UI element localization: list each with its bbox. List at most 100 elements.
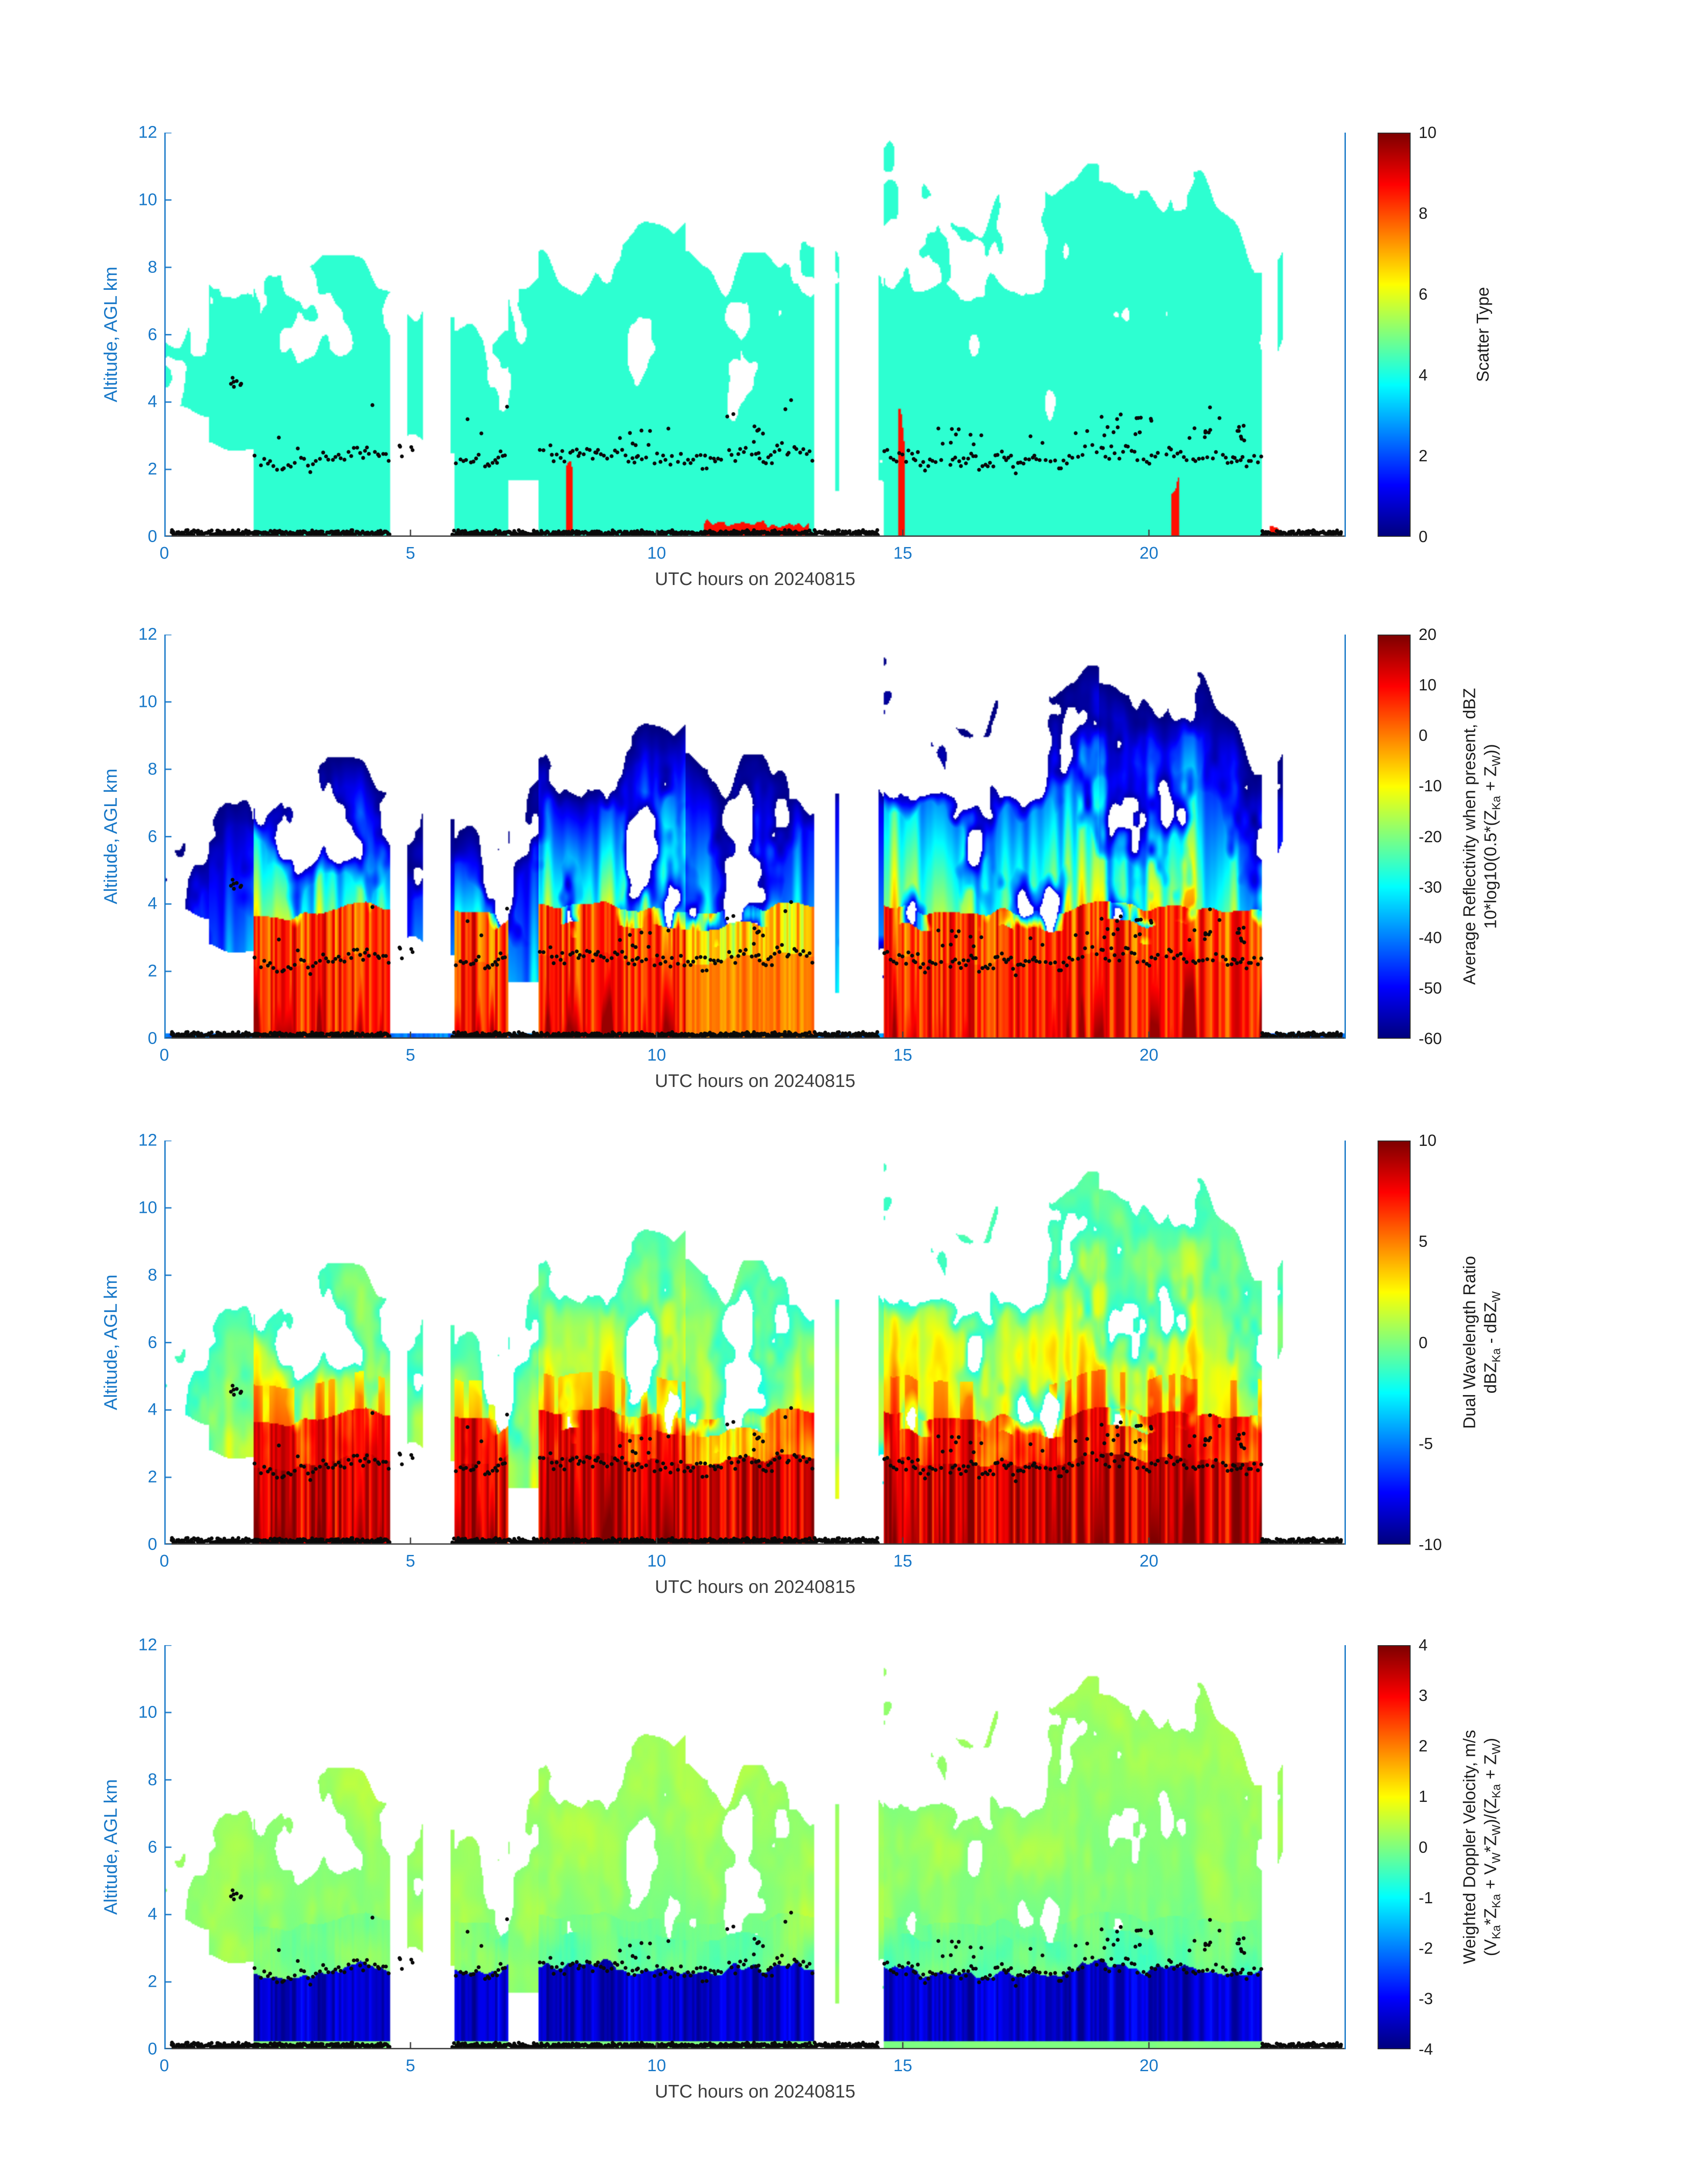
colorbar-tick-label: -2 (1419, 1939, 1433, 1957)
colorbar-tick-label: -40 (1419, 928, 1442, 947)
y-tick-label: 6 (147, 325, 157, 344)
y-tick-label: 0 (147, 1535, 157, 1554)
x-tick-label: 20 (1139, 544, 1159, 563)
colorbar-label-line: dBZKa - dBZW (1481, 1291, 1503, 1394)
x-tick-label: 20 (1139, 2056, 1159, 2075)
colorbar-tick-label: -10 (1419, 1535, 1442, 1554)
colorbar-label: Scatter Type (1473, 287, 1494, 382)
y-tick-label: 10 (138, 190, 157, 209)
y-tick-label: 2 (147, 1972, 157, 1991)
plot-area (164, 1141, 1346, 1545)
colorbar-tick-label: 0 (1419, 726, 1428, 745)
colorbar-tick-label: 10 (1419, 1131, 1437, 1149)
colorbar-label-line: (VKa*ZKa + VW*ZW)/(ZKa + ZW) (1481, 1738, 1503, 1956)
colorbar-tick-label: 10 (1419, 676, 1437, 694)
colorbar-tick-label: -5 (1419, 1434, 1433, 1453)
colorbar (1378, 635, 1411, 1039)
colorbar (1378, 1141, 1411, 1545)
colorbar-tick-label: 5 (1419, 1232, 1428, 1251)
colorbar-tick-label: 4 (1419, 366, 1428, 384)
colorbar-label-line: Average Reflectivity when present, dBZ (1460, 688, 1479, 985)
x-tick-label: 0 (159, 1552, 169, 1571)
colorbar-tick-label: 3 (1419, 1686, 1428, 1705)
y-tick-label: 0 (147, 527, 157, 546)
x-axis-label: UTC hours on 20240815 (655, 2081, 856, 2102)
colorbar-tick-label: 1 (1419, 1787, 1428, 1806)
colorbar-tick-label: -4 (1419, 2040, 1433, 2058)
y-tick-label: 12 (138, 123, 157, 142)
colorbar-label-line: 10*log10(0.5*(ZKa + ZW)) (1481, 744, 1503, 929)
colorbar-gradient (1378, 635, 1410, 1038)
y-tick-label: 12 (138, 1635, 157, 1655)
y-tick-label: 6 (147, 1333, 157, 1352)
x-tick-label: 15 (893, 2056, 912, 2075)
heatmap-canvas (164, 133, 1346, 537)
y-tick-label: 4 (147, 1905, 157, 1924)
y-tick-label: 0 (147, 1029, 157, 1048)
x-tick-label: 20 (1139, 1552, 1159, 1571)
heatmap-canvas (164, 1141, 1346, 1545)
panel-reflectivity: Altitude, AGL km 0 2 4 6 8 10 12 0 5 10 15 20 UTC … (0, 625, 1708, 1137)
colorbar-tick-label: 2 (1419, 1737, 1428, 1755)
x-axis-label: UTC hours on 20240815 (655, 568, 856, 589)
y-tick-label: 8 (147, 258, 157, 277)
y-tick-label: 2 (147, 460, 157, 479)
plot-area (164, 635, 1346, 1039)
y-tick-label: 12 (138, 1131, 157, 1150)
y-tick-label: 6 (147, 1838, 157, 1856)
colorbar-label: Weighted Doppler Velocity, m/s (VKa*ZKa +… (1460, 1730, 1508, 1964)
colorbar-tick-label: -3 (1419, 1989, 1433, 2008)
colorbar-tick-label: 0 (1419, 1333, 1428, 1352)
colorbar-tick-label: 8 (1419, 204, 1428, 222)
panel-doppler-velocity: Altitude, AGL km 0 2 4 6 8 10 12 0 5 10 15 20 UTC … (0, 1636, 1708, 2147)
x-tick-label: 0 (159, 544, 169, 563)
y-tick-label: 4 (147, 392, 157, 411)
colorbar-tick-label: 10 (1419, 123, 1437, 142)
x-axis-label: UTC hours on 20240815 (655, 1576, 856, 1597)
colorbar-label: Dual Wavelength Ratio dBZKa - dBZW (1460, 1256, 1508, 1429)
y-tick-label: 4 (147, 894, 157, 913)
y-tick-label: 8 (147, 760, 157, 779)
colorbar-tick-label: 0 (1419, 1838, 1428, 1856)
colorbar-tick-label: -20 (1419, 827, 1442, 846)
y-tick-label: 4 (147, 1400, 157, 1419)
panel-scatter-type: Altitude, AGL km 0 2 4 6 8 10 12 0 5 10 15 20 UTC … (0, 123, 1708, 635)
y-tick-label: 2 (147, 961, 157, 981)
x-tick-label: 10 (647, 1046, 666, 1065)
y-tick-label: 10 (138, 1703, 157, 1722)
y-tick-label: 10 (138, 692, 157, 711)
y-tick-label: 10 (138, 1198, 157, 1217)
colorbar-tick-label: 4 (1419, 1636, 1428, 1654)
x-tick-label: 15 (893, 1046, 912, 1065)
colorbar-tick-label: -50 (1419, 978, 1442, 997)
x-tick-label: 10 (647, 2056, 666, 2075)
colorbar-gradient (1378, 1646, 1410, 2048)
y-tick-label: 8 (147, 1266, 157, 1285)
x-tick-label: 5 (405, 1046, 415, 1065)
y-tick-label: 0 (147, 2039, 157, 2059)
y-tick-label: 12 (138, 625, 157, 644)
colorbar-tick-label: -30 (1419, 877, 1442, 896)
x-tick-label: 5 (405, 544, 415, 563)
y-tick-label: 6 (147, 827, 157, 846)
x-tick-label: 5 (405, 2056, 415, 2075)
colorbar-tick-label: -60 (1419, 1029, 1442, 1048)
x-axis-label: UTC hours on 20240815 (655, 1070, 856, 1091)
x-tick-label: 15 (893, 544, 912, 563)
colorbar-tick-label: 6 (1419, 285, 1428, 303)
plot-area (164, 133, 1346, 537)
colorbar-label-line: Weighted Doppler Velocity, m/s (1460, 1730, 1479, 1964)
colorbar-label-line: Dual Wavelength Ratio (1460, 1256, 1479, 1429)
colorbar-label: Average Reflectivity when present, dBZ 10… (1460, 688, 1508, 985)
y-tick-label: 8 (147, 1770, 157, 1789)
colorbar-gradient (1378, 134, 1410, 536)
plot-area (164, 1645, 1346, 2049)
colorbar-gradient (1378, 1141, 1410, 1544)
colorbar-label-line: Scatter Type (1474, 287, 1493, 382)
x-tick-label: 20 (1139, 1046, 1159, 1065)
colorbar-tick-label: 0 (1419, 527, 1428, 546)
x-tick-label: 15 (893, 1552, 912, 1571)
x-tick-label: 5 (405, 1552, 415, 1571)
colorbar (1378, 133, 1411, 537)
colorbar-tick-label: -1 (1419, 1888, 1433, 1907)
